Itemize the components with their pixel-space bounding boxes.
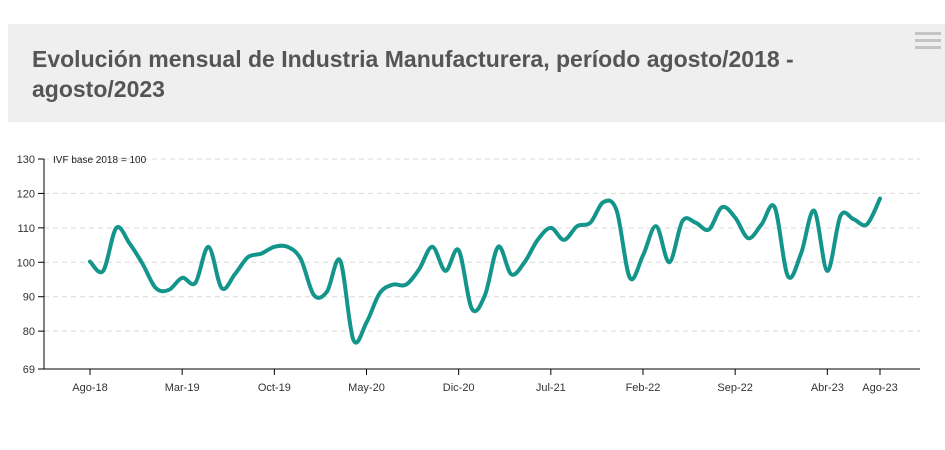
data-point[interactable] xyxy=(719,204,725,210)
y-tick-label: 130 xyxy=(17,154,35,166)
data-point[interactable] xyxy=(206,244,212,250)
data-point[interactable] xyxy=(772,204,778,210)
data-point[interactable] xyxy=(732,215,738,221)
data-point[interactable] xyxy=(192,280,198,286)
data-point[interactable] xyxy=(403,282,409,288)
data-point[interactable] xyxy=(390,282,396,288)
data-point[interactable] xyxy=(298,256,304,262)
data-point[interactable] xyxy=(87,259,93,265)
data-point[interactable] xyxy=(693,220,699,226)
x-tick-label: May-20 xyxy=(348,382,385,394)
data-point[interactable] xyxy=(443,268,449,274)
y-tick-label: 100 xyxy=(17,257,35,269)
data-point[interactable] xyxy=(522,259,528,265)
data-point[interactable] xyxy=(574,223,580,229)
data-point[interactable] xyxy=(469,306,475,312)
hamburger-menu-icon[interactable] xyxy=(915,32,941,54)
y-tick-label: 80 xyxy=(23,326,35,338)
x-tick-label: Ago-18 xyxy=(72,382,107,394)
data-point[interactable] xyxy=(166,287,172,293)
chart-title: Evolución mensual de Industria Manufactu… xyxy=(32,46,794,102)
y-axis-label: IVF base 2018 = 100 xyxy=(53,155,147,166)
data-point[interactable] xyxy=(219,285,225,291)
x-tick-label: Mar-19 xyxy=(165,382,200,394)
data-point[interactable] xyxy=(548,225,554,231)
data-point[interactable] xyxy=(640,252,646,258)
data-point[interactable] xyxy=(798,251,804,257)
data-point[interactable] xyxy=(179,275,185,281)
data-point[interactable] xyxy=(508,271,514,277)
data-point[interactable] xyxy=(653,223,659,229)
data-point[interactable] xyxy=(258,251,264,257)
x-tick-label: Dic-20 xyxy=(443,382,475,394)
data-point[interactable] xyxy=(601,199,607,205)
data-point[interactable] xyxy=(745,235,751,241)
data-point[interactable] xyxy=(337,258,343,264)
data-point[interactable] xyxy=(377,290,383,296)
x-tick-label: Feb-22 xyxy=(626,382,661,394)
y-tick-label: 110 xyxy=(17,223,35,235)
data-point[interactable] xyxy=(785,273,791,279)
data-point[interactable] xyxy=(666,259,672,265)
x-tick-label: Oct-19 xyxy=(258,382,291,394)
y-tick-label: 69 xyxy=(23,364,35,376)
data-point[interactable] xyxy=(350,337,356,343)
data-point[interactable] xyxy=(100,268,106,274)
data-point[interactable] xyxy=(759,221,765,227)
data-point[interactable] xyxy=(561,237,567,243)
data-point[interactable] xyxy=(245,254,251,260)
data-point[interactable] xyxy=(482,292,488,298)
data-point[interactable] xyxy=(495,244,501,250)
data-point[interactable] xyxy=(706,227,712,233)
x-tick-label: Ago-23 xyxy=(862,382,897,394)
data-point[interactable] xyxy=(680,218,686,224)
data-point[interactable] xyxy=(456,247,462,253)
y-tick-label: 90 xyxy=(23,292,35,304)
data-point[interactable] xyxy=(324,289,330,295)
series-line xyxy=(88,196,882,345)
data-point[interactable] xyxy=(587,220,593,226)
data-point[interactable] xyxy=(113,225,119,231)
data-point[interactable] xyxy=(127,240,133,246)
data-point[interactable] xyxy=(877,196,883,202)
data-point[interactable] xyxy=(140,261,146,267)
data-point[interactable] xyxy=(838,213,844,219)
data-point[interactable] xyxy=(535,237,541,243)
x-tick-label: Jul-21 xyxy=(536,382,566,394)
data-point[interactable] xyxy=(429,244,435,250)
data-point[interactable] xyxy=(153,285,159,291)
data-point[interactable] xyxy=(851,216,857,222)
chart-header: Evolución mensual de Industria Manufactu… xyxy=(8,24,945,122)
x-tick-label: Abr-23 xyxy=(811,382,844,394)
data-point[interactable] xyxy=(864,221,870,227)
data-point[interactable] xyxy=(627,275,633,281)
data-point[interactable] xyxy=(824,268,830,274)
data-point[interactable] xyxy=(364,320,370,326)
y-tick-label: 120 xyxy=(17,188,35,200)
data-point[interactable] xyxy=(271,244,277,250)
data-point[interactable] xyxy=(232,271,238,277)
line-chart: 69 80 90 100 110 120 130 IVF base 2018 = 100 Ago… xyxy=(17,154,920,394)
data-point[interactable] xyxy=(311,292,317,298)
data-point[interactable] xyxy=(416,266,422,272)
x-tick-label: Sep-22 xyxy=(717,382,752,394)
data-point[interactable] xyxy=(614,208,620,214)
data-point[interactable] xyxy=(285,244,291,250)
data-point[interactable] xyxy=(811,208,817,214)
